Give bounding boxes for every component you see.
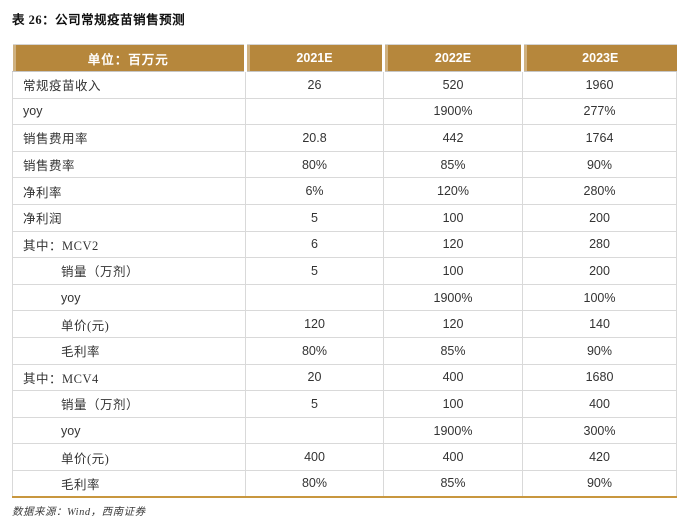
cell-2022e: 120	[383, 310, 523, 338]
cell-2021e: 80%	[245, 150, 384, 179]
cell-2022e: 100	[383, 203, 523, 232]
table-row: yoy 1900% 277%	[12, 97, 677, 126]
row-label: 销量（万剂）	[12, 257, 246, 285]
cell-2022e: 1900%	[383, 97, 523, 126]
table-row: 销售费率 80% 85% 90%	[12, 150, 677, 179]
cell-2023e: 1764	[522, 124, 677, 152]
row-label: yoy	[12, 283, 246, 312]
cell-2022e: 520	[383, 71, 523, 99]
row-label: 销售费用率	[12, 124, 246, 152]
table-row: 其中：MCV2 6 120 280	[12, 230, 677, 259]
row-label: 净利率	[12, 177, 246, 205]
cell-2022e: 120	[383, 230, 523, 259]
row-label: 单价(元)	[12, 310, 246, 338]
table-row: yoy 1900% 300%	[12, 416, 677, 445]
table-row: 其中：MCV4 20 400 1680	[12, 363, 677, 392]
cell-2021e: 20.8	[245, 124, 384, 152]
cell-2022e: 85%	[383, 469, 523, 498]
cell-2023e: 1960	[522, 71, 677, 99]
cell-2022e: 100	[383, 257, 523, 285]
cell-2021e: 80%	[245, 336, 384, 365]
cell-2022e: 1900%	[383, 283, 523, 312]
cell-2023e: 100%	[522, 283, 677, 312]
row-label: 销量（万剂）	[12, 390, 246, 418]
forecast-table: 单位：百万元 2021E 2022E 2023E 常规疫苗收入 26 520 1960 yo…	[12, 44, 677, 498]
row-label: 单价(元)	[12, 443, 246, 471]
table-row: 单价(元) 400 400 420	[12, 443, 677, 471]
table-title: 表 26：公司常规疫苗销售预测	[12, 13, 186, 27]
row-label: 毛利率	[12, 469, 246, 498]
cell-2021e: 5	[245, 390, 384, 418]
cell-2022e: 100	[383, 390, 523, 418]
table-row: yoy 1900% 100%	[12, 283, 677, 312]
cell-2021e	[245, 283, 384, 312]
row-label: 常规疫苗收入	[12, 71, 246, 99]
cell-2021e: 6%	[245, 177, 384, 205]
year-header-2023e: 2023E	[521, 44, 677, 72]
cell-2022e: 400	[383, 443, 523, 471]
year-header-2022e: 2022E	[382, 44, 523, 72]
cell-2023e: 200	[522, 203, 677, 232]
table-row: 毛利率 80% 85% 90%	[12, 336, 677, 365]
year-header-2021e: 2021E	[244, 44, 384, 72]
cell-2023e: 1680	[522, 363, 677, 392]
cell-2021e: 6	[245, 230, 384, 259]
cell-2023e: 140	[522, 310, 677, 338]
header-row: 单位：百万元 2021E 2022E 2023E	[12, 44, 677, 72]
cell-2023e: 400	[522, 390, 677, 418]
cell-2022e: 400	[383, 363, 523, 392]
row-label: 其中：MCV2	[12, 230, 246, 259]
table-row: 毛利率 80% 85% 90%	[12, 469, 677, 498]
cell-2023e: 200	[522, 257, 677, 285]
cell-2022e: 1900%	[383, 416, 523, 445]
cell-2021e: 400	[245, 443, 384, 471]
table-row: 单价(元) 120 120 140	[12, 310, 677, 338]
row-label: 毛利率	[12, 336, 246, 365]
cell-2023e: 90%	[522, 150, 677, 179]
row-label: 其中：MCV4	[12, 363, 246, 392]
cell-2023e: 280	[522, 230, 677, 259]
row-label: yoy	[12, 416, 246, 445]
table-row: 净利率 6% 120% 280%	[12, 177, 677, 205]
table-row: 常规疫苗收入 26 520 1960	[12, 71, 677, 99]
row-label: yoy	[12, 97, 246, 126]
data-source-note: 数据来源：Wind，西南证券	[12, 507, 146, 518]
cell-2023e: 90%	[522, 336, 677, 365]
cell-2021e: 20	[245, 363, 384, 392]
cell-2021e	[245, 416, 384, 445]
cell-2021e: 5	[245, 203, 384, 232]
table-body: 常规疫苗收入 26 520 1960 yoy 1900% 277% 销售费用率 20.8 442 1…	[12, 71, 677, 498]
cell-2021e: 120	[245, 310, 384, 338]
cell-2022e: 442	[383, 124, 523, 152]
table-row: 净利润 5 100 200	[12, 203, 677, 232]
unit-header-cell: 单位：百万元	[12, 44, 246, 72]
cell-2023e: 277%	[522, 97, 677, 126]
cell-2023e: 90%	[522, 469, 677, 498]
cell-2021e: 5	[245, 257, 384, 285]
cell-2021e: 26	[245, 71, 384, 99]
cell-2023e: 420	[522, 443, 677, 471]
table-row: 销量（万剂） 5 100 400	[12, 390, 677, 418]
cell-2021e	[245, 97, 384, 126]
cell-2022e: 85%	[383, 336, 523, 365]
row-label: 销售费率	[12, 150, 246, 179]
cell-2022e: 85%	[383, 150, 523, 179]
cell-2021e: 80%	[245, 469, 384, 498]
cell-2022e: 120%	[383, 177, 523, 205]
table-row: 销量（万剂） 5 100 200	[12, 257, 677, 285]
cell-2023e: 300%	[522, 416, 677, 445]
cell-2023e: 280%	[522, 177, 677, 205]
table-row: 销售费用率 20.8 442 1764	[12, 124, 677, 152]
row-label: 净利润	[12, 203, 246, 232]
